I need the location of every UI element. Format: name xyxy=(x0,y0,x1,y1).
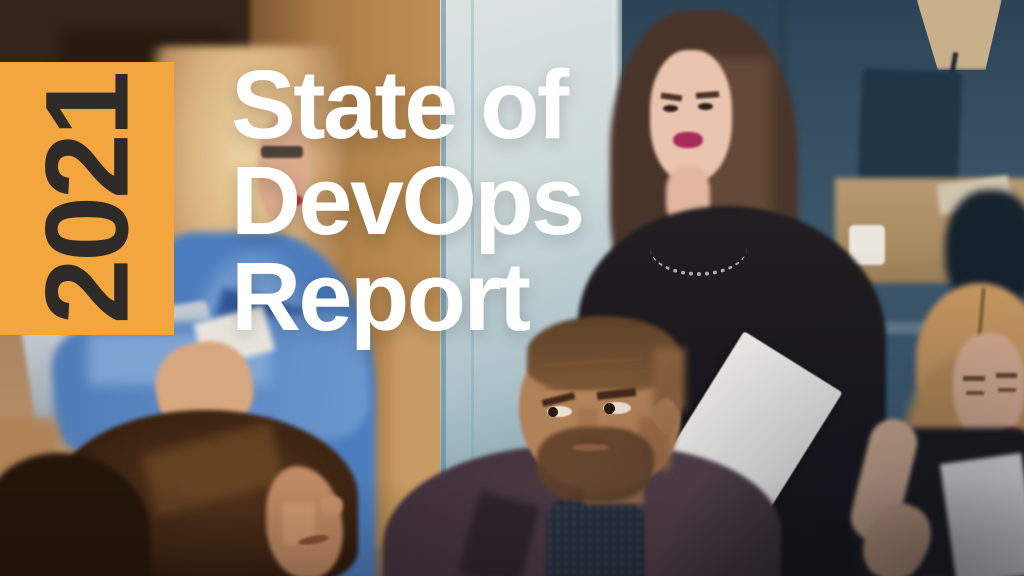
photo-standing-woman-face xyxy=(650,50,732,182)
photo-left-woman-face xyxy=(258,116,310,224)
photo-vignette-bottom-right xyxy=(500,200,1024,576)
photo-seated-man-dotted-shirt xyxy=(546,496,644,576)
report-title-line-1: State of xyxy=(231,50,569,159)
photo-seated-man-iris-left xyxy=(548,407,558,417)
photo-glass-frame-line xyxy=(441,0,446,576)
photo-left-woman-glasses xyxy=(261,146,303,158)
photo-right-woman-brow-right xyxy=(996,373,1017,378)
report-title: State of DevOps Report xyxy=(231,50,585,351)
photo-seated-man-ear xyxy=(654,398,678,433)
photo-right-woman-eye-right xyxy=(998,388,1016,392)
photo-vignette-bottom xyxy=(0,478,1024,576)
photo-glass-frame-line-2 xyxy=(471,0,474,576)
photo-standing-woman-eye-right xyxy=(698,103,713,110)
photo-standing-woman-eye-left xyxy=(663,105,678,112)
report-title-line-2: DevOps xyxy=(231,146,585,255)
photo-right-woman-eye-left xyxy=(966,391,984,395)
year-badge: 2021 xyxy=(0,62,174,335)
photo-monitor xyxy=(858,68,962,187)
photo-mug xyxy=(849,225,885,265)
year-badge-label: 2021 xyxy=(21,73,154,324)
photo-seated-man-mouth xyxy=(572,444,609,451)
photo-foreground-woman-nose xyxy=(320,496,343,515)
photo-seated-man-iris-right xyxy=(604,403,615,414)
photo-standing-woman-lips xyxy=(673,132,703,148)
photo-seated-man-beard xyxy=(537,427,654,503)
photo-seated-man-eye-left xyxy=(547,406,572,417)
photo-standing-woman-beaded-neckline xyxy=(650,220,747,276)
report-title-line-3: Report xyxy=(231,242,531,351)
photo-left-woman-lips xyxy=(286,195,303,206)
photo-right-woman-face xyxy=(953,333,1024,440)
photo-right-woman-brow-left xyxy=(963,376,985,381)
